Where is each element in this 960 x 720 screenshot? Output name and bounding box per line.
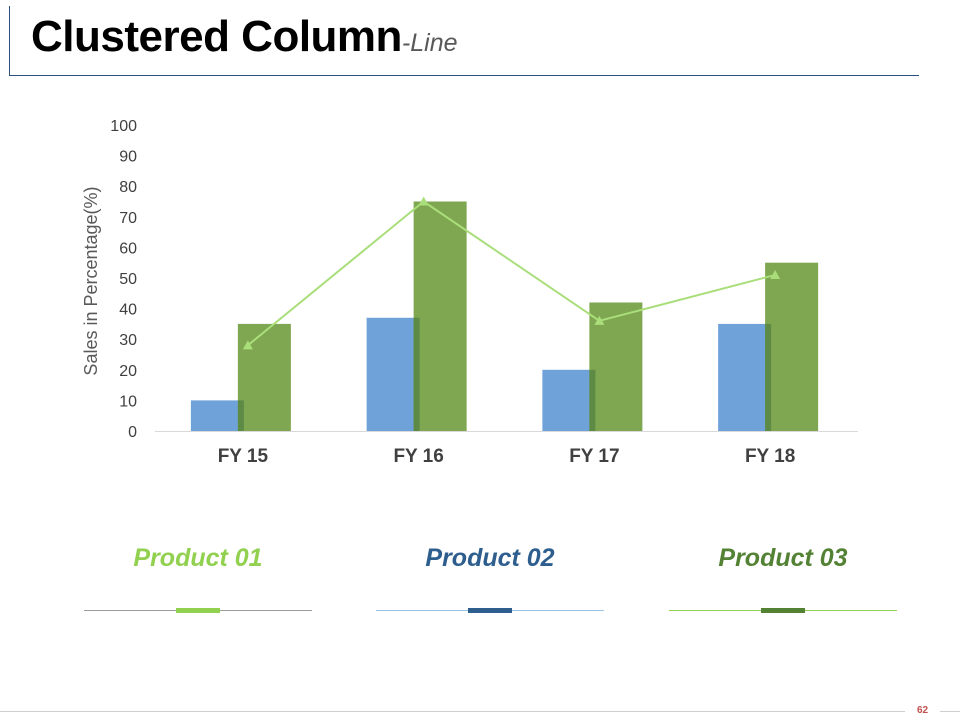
y-tick-label: 80 (119, 179, 137, 196)
bar-series-1 (366, 317, 420, 431)
bar-series-1 (190, 400, 244, 431)
y-tick-label: 70 (119, 210, 137, 227)
bar-series-1 (718, 323, 772, 431)
footer-line (0, 711, 905, 712)
line-marker (418, 196, 429, 206)
y-tick-label: 30 (119, 332, 137, 349)
y-tick-label: 20 (119, 363, 137, 380)
line-marker (242, 340, 253, 350)
legend-mark-product-01 (176, 608, 220, 613)
page-title: Clustered Column-Line (31, 12, 458, 68)
legend-mark-product-03 (761, 608, 805, 613)
y-tick-label: 50 (119, 271, 137, 288)
legend-label-product-02: Product 02 (425, 544, 555, 572)
title-main: Clustered Column (31, 12, 402, 61)
bar-overlap (413, 317, 420, 431)
y-tick-label: 90 (119, 149, 137, 166)
x-tick-label: FY 16 (393, 446, 443, 467)
bar-overlap (589, 369, 596, 431)
y-tick-label: 100 (110, 118, 137, 135)
bar-series-1 (542, 369, 596, 431)
legend-label-product-03: Product 03 (718, 544, 848, 572)
footer-line-right (940, 711, 960, 712)
y-tick-label: 40 (119, 302, 137, 319)
legend-product-01: Product 01 (84, 540, 312, 613)
clustered-column-line-chart: Sales in Percentage(%) 0 10 20 30 40 50 60 70 80 9… (81, 118, 858, 467)
bar-overlap (765, 323, 772, 431)
line-series (247, 200, 776, 347)
x-tick-label: FY 17 (569, 446, 619, 467)
bar-series-2 (237, 323, 291, 431)
bar-series-2 (413, 201, 467, 431)
legend-product-03: Product 03 (669, 540, 897, 613)
legend-label-product-01: Product 01 (133, 544, 263, 572)
y-axis-title: Sales in Percentage(%) (81, 186, 101, 375)
x-tick-label: FY 18 (745, 446, 795, 467)
y-tick-label: 0 (128, 424, 137, 441)
line-marker (594, 315, 605, 325)
legend-product-02: Product 02 (376, 540, 604, 613)
legend-mark-product-02 (468, 608, 512, 613)
y-tick-label: 60 (119, 240, 137, 257)
y-tick-label: 10 (119, 393, 137, 410)
bar-overlap (237, 400, 244, 431)
line-marker (770, 269, 781, 279)
page-number: 62 (916, 705, 929, 716)
title-frame (9, 6, 919, 76)
bar-series-2 (765, 262, 819, 431)
title-sub: -Line (401, 29, 458, 57)
x-tick-label: FY 15 (218, 446, 269, 467)
